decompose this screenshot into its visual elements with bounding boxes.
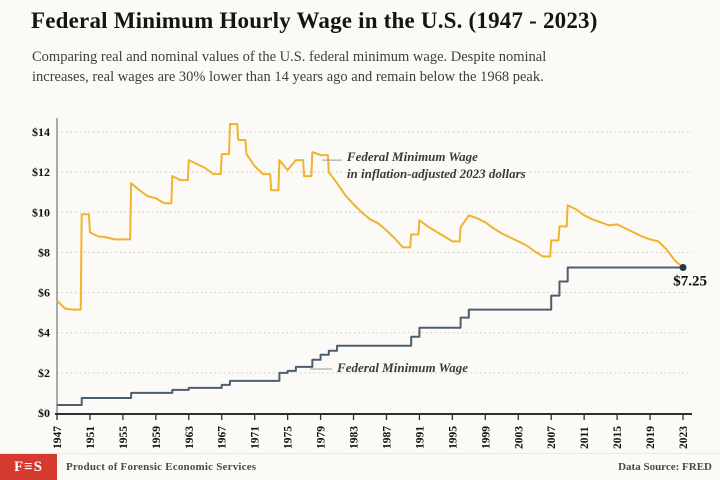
x-tick-label: 1951: [85, 426, 97, 449]
x-tick-label: 1979: [316, 426, 328, 449]
y-tick-label: $10: [32, 205, 50, 219]
x-tick-label: 1983: [349, 426, 361, 449]
x-tick-label: 1947: [52, 426, 64, 449]
x-tick-label: 1967: [217, 426, 229, 449]
x-tick-label: 1995: [447, 426, 459, 449]
subtitle-line-1: Comparing real and nominal values of the…: [32, 49, 547, 65]
x-tick-label: 1975: [283, 426, 295, 449]
y-tick-label: $0: [38, 406, 50, 420]
x-tick-label: 1971: [250, 426, 262, 449]
x-tick-label: 2007: [546, 426, 558, 449]
x-tick-label: 1991: [414, 426, 426, 449]
x-tick-label: 2019: [645, 426, 657, 449]
x-tick-label: 1987: [381, 426, 393, 449]
y-tick-label: $6: [38, 286, 50, 300]
fes-logo-icon: F≡S: [0, 454, 57, 480]
x-tick-label: 2011: [579, 426, 591, 449]
y-tick-label: $14: [32, 125, 50, 139]
real-label: Federal Minimum Wage in inflation-adjuste…: [346, 149, 526, 181]
page-title: Federal Minimum Hourly Wage in the U.S. …: [31, 8, 598, 33]
y-tick-label: $2: [38, 366, 50, 380]
current-wage-dot: [679, 263, 687, 271]
x-tick-label: 1955: [118, 426, 130, 449]
y-tick-label: $4: [38, 326, 50, 340]
x-tick-label: 1999: [480, 426, 492, 449]
footer-credit: Product of Forensic Economic Services: [66, 461, 257, 473]
x-tick-label: 2003: [513, 426, 525, 449]
y-tick-label: $12: [32, 165, 50, 179]
nominal-label: Federal Minimum Wage: [336, 360, 468, 375]
x-tick-label: 1959: [151, 426, 163, 449]
page-subtitle: Comparing real and nominal values of the…: [32, 47, 546, 87]
data-source-label: Data Source: FRED: [618, 461, 712, 473]
y-tick-label: $8: [38, 245, 50, 259]
x-tick-label: 2023: [678, 426, 690, 449]
nominal-wage-line: [57, 266, 683, 406]
wage-chart: 1947 1951 1955 1959 1963 1967 1971 1975 1979 1983…: [32, 118, 707, 449]
subtitle-line-2: increases, real wages are 30% lower than…: [32, 69, 544, 85]
x-tick-label: 2015: [612, 426, 624, 449]
x-tick-label: 1963: [184, 426, 196, 449]
footer-bar: F≡S Product of Forensic Economic Service…: [0, 453, 720, 480]
current-wage-label: $7.25: [673, 273, 707, 289]
real-wage-line: [56, 122, 684, 311]
